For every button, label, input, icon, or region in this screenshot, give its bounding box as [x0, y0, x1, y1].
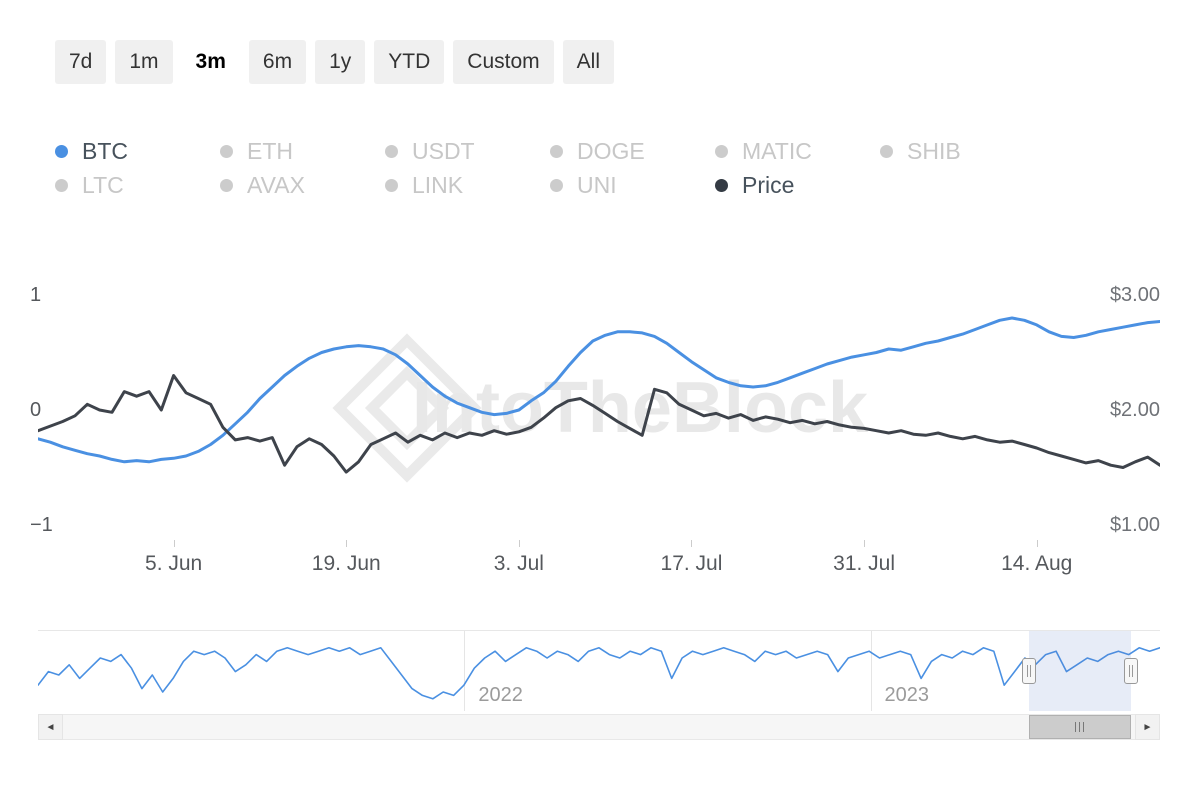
scrollbar-track[interactable]: [63, 714, 1135, 740]
navigator-year-gridline: [870, 631, 872, 711]
legend-label: Price: [742, 172, 795, 198]
scrollbar-thumb[interactable]: [1028, 715, 1131, 739]
x-axis-tick-label: 3. Jul: [493, 552, 544, 575]
chart-scrollbar: ◄ ►: [38, 714, 1160, 740]
x-axis-tick-mark: [864, 540, 866, 547]
legend-label: UNI: [577, 172, 617, 198]
range-selector: 7d 1m 3m 6m 1y YTD Custom All: [55, 40, 614, 84]
legend-item-link[interactable]: LINK: [385, 168, 550, 202]
x-axis-tick-mark: [691, 540, 693, 547]
legend-item-btc[interactable]: BTC: [55, 134, 220, 168]
navigator-series-line: [38, 646, 1160, 700]
legend-item-price[interactable]: Price: [715, 168, 880, 202]
x-axis-tick-label: 14. Aug: [1001, 552, 1073, 575]
x-axis-tick-mark: [1036, 540, 1038, 547]
scrollbar-left-arrow[interactable]: ◄: [38, 714, 63, 740]
x-axis-tick-label: 5. Jun: [145, 552, 203, 575]
range-button-1y[interactable]: 1y: [315, 40, 366, 84]
legend-label: USDT: [412, 138, 475, 164]
left-axis-label: 0: [30, 399, 42, 421]
legend-label: LTC: [82, 172, 124, 198]
range-button-custom[interactable]: Custom: [453, 40, 554, 84]
legend-item-uni[interactable]: UNI: [550, 168, 715, 202]
legend-dot: [385, 144, 398, 158]
main-series-lines: [38, 316, 1160, 474]
right-axis-label: $2.00: [1109, 399, 1160, 421]
legend-label: DOGE: [577, 138, 645, 164]
range-button-3m[interactable]: 3m: [181, 40, 240, 84]
legend-dot: [220, 178, 233, 192]
navigator-year-gridline: [464, 631, 466, 711]
main-chart: IntoTheBlock 1 0 −1 $3.00 $2.00 $1.00 5.…: [0, 280, 1200, 600]
legend-item-eth[interactable]: ETH: [220, 134, 385, 168]
legend-item-avax[interactable]: AVAX: [220, 168, 385, 202]
legend-item-matic[interactable]: MATIC: [715, 134, 880, 168]
main-plot-area[interactable]: 5. Jun 19. Jun 3. Jul 17. Jul 31. Jul 14…: [38, 280, 1160, 575]
scrollbar-grip-icon: [1075, 722, 1077, 732]
legend-label: AVAX: [247, 172, 305, 198]
legend-dot: [55, 178, 68, 192]
range-button-6m[interactable]: 6m: [248, 40, 307, 84]
navigator-handle-right[interactable]: [1123, 658, 1138, 684]
navigator-handle-left[interactable]: [1021, 658, 1036, 684]
legend-dot: [220, 144, 233, 158]
legend-dot: [715, 178, 728, 192]
legend-item-doge[interactable]: DOGE: [550, 134, 715, 168]
scrollbar-grip-icon: [1083, 722, 1085, 732]
left-axis-label: −1: [30, 514, 53, 536]
legend-label: BTC: [82, 138, 128, 164]
legend-label: ETH: [247, 138, 293, 164]
x-axis-tick-label: 19. Jun: [311, 552, 381, 575]
legend-dot: [55, 144, 68, 158]
left-axis-label: 1: [30, 284, 42, 306]
x-axis-tick-mark: [173, 540, 175, 547]
x-axis-tick-label: 17. Jul: [660, 552, 723, 575]
x-axis-tick-mark: [346, 540, 348, 547]
scrollbar-grip-icon: [1079, 722, 1081, 732]
legend-dot: [550, 178, 563, 192]
legend-item-usdt[interactable]: USDT: [385, 134, 550, 168]
right-axis-label: $3.00: [1109, 284, 1160, 306]
navigator-selection-mask[interactable]: [1028, 631, 1131, 711]
range-button-all[interactable]: All: [562, 40, 614, 84]
legend-dot: [385, 178, 398, 192]
navigator-year-label: 2022: [478, 684, 523, 706]
legend-item-ltc[interactable]: LTC: [55, 168, 220, 202]
range-button-7d[interactable]: 7d: [55, 40, 107, 84]
scrollbar-right-arrow[interactable]: ►: [1135, 714, 1160, 740]
right-axis-label: $1.00: [1109, 514, 1160, 536]
legend-label: MATIC: [742, 138, 812, 164]
legend-dot: [715, 144, 728, 158]
range-button-1m[interactable]: 1m: [115, 40, 173, 84]
chart-navigator[interactable]: 2022 2023: [38, 630, 1160, 711]
legend-label: SHIB: [907, 138, 961, 164]
legend-dot: [880, 144, 893, 158]
navigator-year-label: 2023: [884, 684, 930, 706]
legend-dot: [550, 144, 563, 158]
legend-item-shib[interactable]: SHIB: [880, 134, 1045, 168]
x-axis-tick-label: 31. Jul: [833, 552, 896, 575]
legend-label: LINK: [412, 172, 464, 198]
series-legend: BTC ETH USDT DOGE MATIC SHIB LTC AVAX LI…: [55, 134, 1045, 202]
range-button-ytd[interactable]: YTD: [374, 40, 445, 84]
x-axis-tick-mark: [518, 540, 520, 547]
